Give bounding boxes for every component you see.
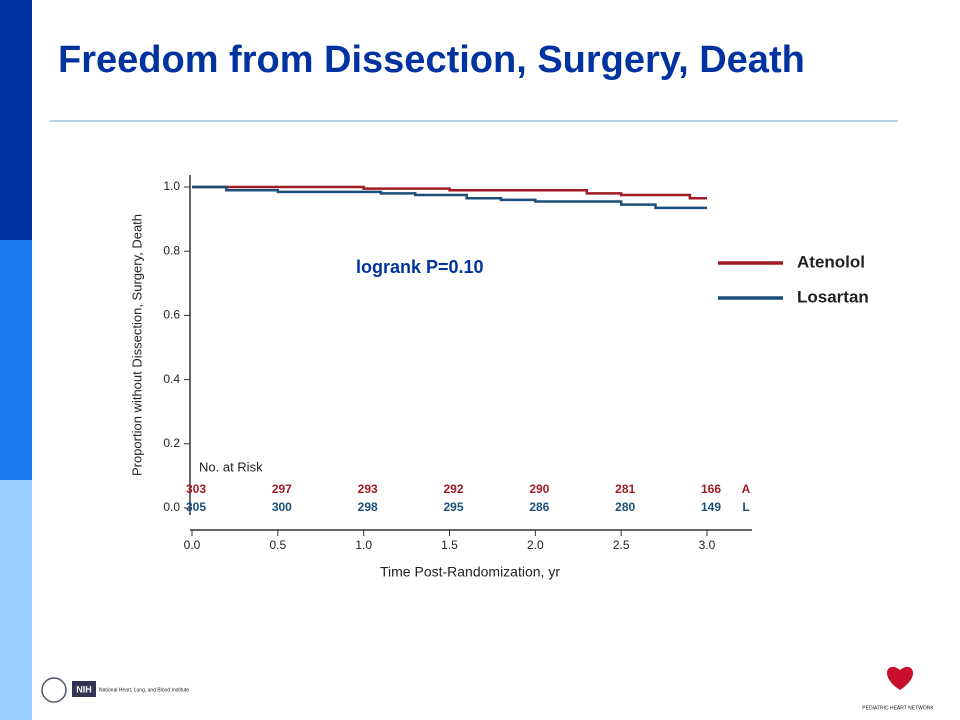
y-tick-label: 0.6 — [163, 308, 180, 322]
y-tick-label: 0.4 — [163, 372, 180, 386]
slide-title: Freedom from Dissection, Surgery, Death — [58, 39, 805, 81]
phn-heart — [886, 666, 914, 690]
x-tick-label: 1.5 — [441, 538, 458, 552]
survival-curve — [192, 185, 707, 210]
sidebar-top — [0, 0, 32, 240]
hhs-logo — [41, 677, 67, 703]
phn-text: PEDIATRIC HEART NETWORK — [862, 705, 934, 711]
risk-count: 280 — [615, 500, 635, 514]
chart: 0.0 0.2 0.4 0.6 0.8 1.0 0.0 0.5 1.0 1.5 2.0 2.5 3.0 P… — [129, 175, 869, 580]
nih-text: National Heart, Lung, and Blood Institut… — [99, 687, 189, 693]
risk-count: 292 — [443, 482, 463, 496]
x-tick-label: 0.5 — [269, 538, 286, 552]
risk-count: 297 — [272, 482, 292, 496]
x-tick-label: 2.0 — [527, 538, 544, 552]
risk-table-title: No. at Risk — [199, 459, 263, 474]
y-axis-label: Proportion without Dissection, Surgery, … — [129, 214, 144, 476]
survival-curve — [192, 185, 707, 200]
risk-count: 298 — [358, 500, 378, 514]
risk-count: 281 — [615, 482, 635, 496]
risk-count: 293 — [358, 482, 378, 496]
y-tick-label: 0.8 — [163, 243, 180, 257]
y-tick-label: 0.0 — [163, 500, 180, 514]
risk-row-label: L — [742, 500, 749, 514]
risk-count: 295 — [443, 500, 463, 514]
y-tick-label: 0.2 — [163, 436, 180, 450]
risk-count: 300 — [272, 500, 292, 514]
risk-count: 149 — [701, 500, 721, 514]
risk-count: 286 — [529, 500, 549, 514]
sidebar-bottom — [0, 480, 32, 720]
risk-count: 166 — [701, 482, 721, 496]
risk-count: 290 — [529, 482, 549, 496]
sidebar-mid — [0, 240, 32, 480]
risk-count: 303 — [186, 482, 206, 496]
x-tick-label: 1.0 — [355, 538, 372, 552]
legend-label: Losartan — [797, 287, 869, 306]
risk-count: 305 — [186, 500, 206, 514]
nih-logo: NIH — [76, 684, 92, 694]
legend-label: Atenolol — [797, 252, 865, 271]
annotation: logrank P=0.10 — [356, 257, 484, 277]
x-axis-label: Time Post-Randomization, yr — [380, 564, 560, 580]
x-tick-label: 2.5 — [613, 538, 630, 552]
nih-box — [72, 681, 96, 697]
x-tick-label: 3.0 — [699, 538, 716, 552]
risk-row-label: A — [742, 482, 751, 496]
x-tick-label: 0.0 — [184, 538, 201, 552]
y-tick-label: 1.0 — [163, 179, 180, 193]
